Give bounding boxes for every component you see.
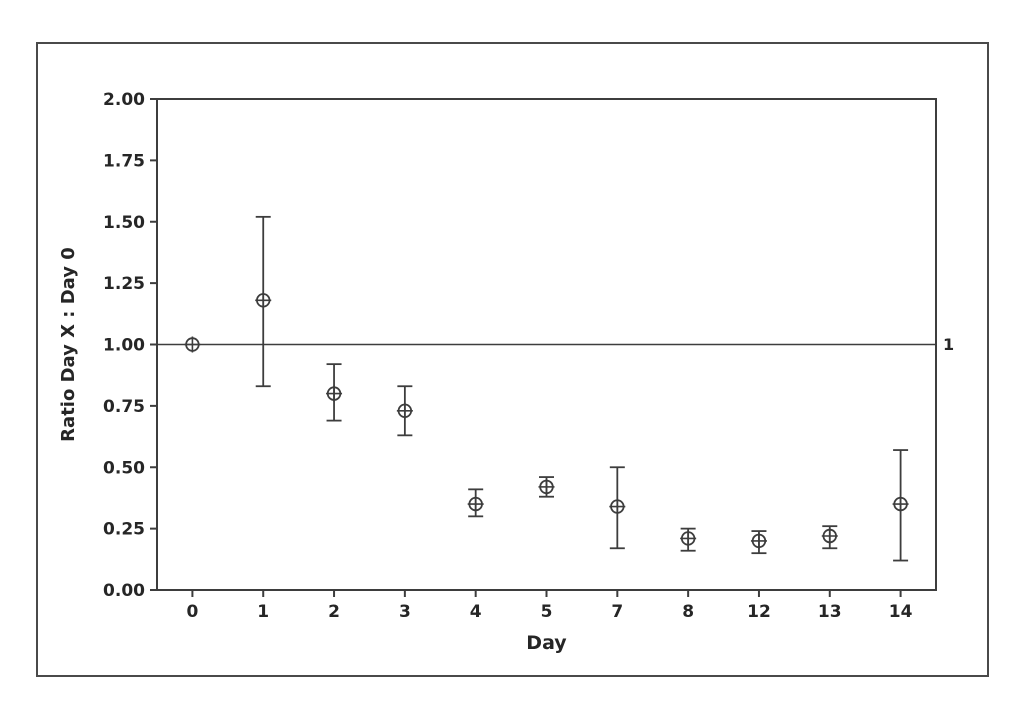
y-tick-label: 2.00: [103, 90, 145, 110]
x-tick-label: 12: [747, 602, 771, 622]
plot-layer: 0.000.250.500.751.001.251.501.752.000 1 2 3…: [103, 90, 937, 622]
x-tick-label: 4: [470, 602, 482, 622]
x-tick-label: 8: [682, 602, 694, 622]
y-tick-label: 1.50: [103, 213, 145, 233]
x-tick-label: 0: [186, 602, 198, 622]
y-axis-title: Ratio Day X : Day 0: [58, 247, 79, 442]
y-tick-label: 1.00: [103, 336, 145, 356]
figure-border: [36, 42, 989, 677]
x-tick-label: 1: [257, 602, 269, 622]
y-tick-label: 1.25: [103, 274, 145, 294]
y-tick-label: 0.75: [103, 397, 145, 417]
x-tick-label: 13: [818, 602, 842, 622]
y-tick-label: 0.00: [103, 581, 145, 601]
x-tick-label: 5: [541, 602, 553, 622]
y-tick-label: 0.25: [103, 520, 145, 540]
x-tick-label: 14: [889, 602, 913, 622]
y-tick-label: 0.50: [103, 458, 145, 478]
reference-line-label: 1: [943, 335, 954, 354]
x-axis-title: Day: [526, 632, 567, 654]
x-tick-label: 2: [328, 602, 340, 622]
y-tick-label: 1.75: [103, 151, 145, 171]
x-tick-label: 7: [611, 602, 623, 622]
x-tick-label: 3: [399, 602, 411, 622]
